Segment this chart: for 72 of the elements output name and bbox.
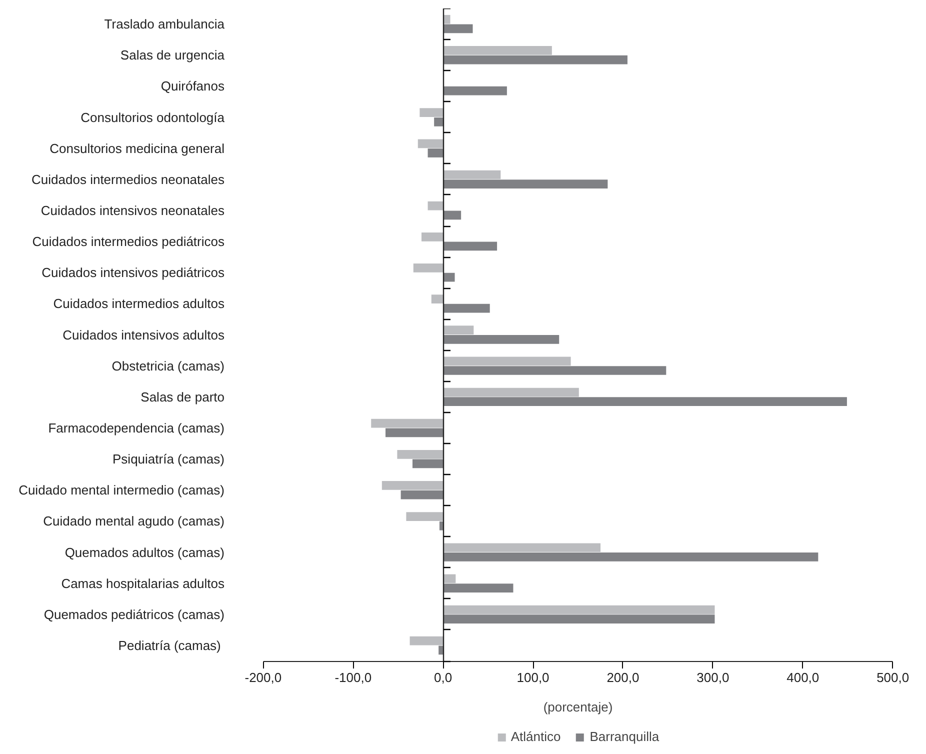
y-tick-label: Cuidados intensivos adultos xyxy=(62,327,225,342)
bar xyxy=(406,512,444,521)
bar xyxy=(371,418,444,428)
x-axis-title: (porcentaje) xyxy=(543,700,613,714)
bar xyxy=(443,356,571,366)
y-tick-label: Cuidados intermedios neonatales xyxy=(32,172,225,187)
bar xyxy=(443,55,628,64)
y-tick-label: Cuidados intermedios pediátricos xyxy=(32,234,225,250)
bar xyxy=(443,86,507,96)
y-tick-label: Traslado ambulancia xyxy=(104,16,226,32)
bar xyxy=(386,428,444,438)
bar xyxy=(410,636,444,646)
legend-label: Atlántico xyxy=(510,729,561,744)
bar xyxy=(400,490,444,500)
bar xyxy=(443,614,715,624)
y-tick-label: Consultorios medicina general xyxy=(50,140,225,156)
bar xyxy=(439,521,444,530)
bar xyxy=(443,552,818,562)
y-tick-label: Salas de urgencia xyxy=(120,48,226,63)
bar xyxy=(443,388,579,397)
x-tick-label: 100,0 xyxy=(516,670,550,686)
bar xyxy=(443,397,847,406)
y-tick-label: Pediatría (camas) xyxy=(118,638,221,654)
y-tick-label: Salas de parto xyxy=(140,389,225,404)
bar xyxy=(443,366,666,375)
bar xyxy=(443,24,473,34)
x-tick-label: 300,0 xyxy=(696,670,730,686)
bar xyxy=(443,605,715,614)
y-tick-label: Consultorios odontología xyxy=(80,110,226,125)
bar xyxy=(443,210,462,220)
bar xyxy=(421,232,444,242)
x-tick-label: -100,0 xyxy=(334,670,372,686)
y-tick-label: Cuidado mental agudo (camas) xyxy=(43,514,225,529)
y-tick-label: Quirófanos xyxy=(160,78,225,94)
y-tick-label: Cuidado mental intermedio (camas) xyxy=(18,482,225,498)
bar xyxy=(443,335,560,344)
bar xyxy=(434,117,444,126)
y-tick-label: Cuidados intensivos neonatales xyxy=(40,202,225,218)
bar xyxy=(443,14,450,24)
bar xyxy=(397,450,444,459)
bar xyxy=(382,481,444,490)
y-tick-label: Cuidados intensivos pediátricos xyxy=(42,265,225,280)
bar xyxy=(418,139,444,148)
bar xyxy=(443,584,514,592)
x-tick-label: 400,0 xyxy=(786,670,820,686)
bar xyxy=(428,201,444,210)
bar xyxy=(443,326,474,335)
bar xyxy=(443,170,501,180)
bar xyxy=(428,148,444,158)
bar xyxy=(443,46,552,55)
bar xyxy=(412,459,444,468)
y-tick-label: Psiquiatría (camas) xyxy=(112,452,225,467)
bar xyxy=(443,304,490,313)
bar xyxy=(413,264,444,272)
y-tick-label: Farmacodependencia (camas) xyxy=(48,420,225,436)
x-tick-label: 500,0 xyxy=(876,670,910,686)
bar xyxy=(431,294,444,304)
bar xyxy=(443,272,455,282)
bar xyxy=(443,242,498,251)
bar xyxy=(443,543,600,552)
y-tick-label: Cuidados intermedios adultos xyxy=(53,296,225,312)
y-tick-label: Quemados pediátricos (camas) xyxy=(44,606,225,622)
x-tick-label: 200,0 xyxy=(606,670,640,686)
y-tick-label: Camas hospitalarias adultos xyxy=(61,576,225,591)
y-tick-label: Quemados adultos (camas) xyxy=(64,544,225,560)
bar xyxy=(443,180,608,188)
legend-label: Barranquilla xyxy=(590,729,660,744)
bar xyxy=(438,646,444,655)
x-tick-label: -200,0 xyxy=(244,670,282,686)
y-tick-label: Obstetricia (camas) xyxy=(112,358,225,374)
x-tick-label: 0,0 xyxy=(434,670,452,686)
bar xyxy=(420,108,444,118)
